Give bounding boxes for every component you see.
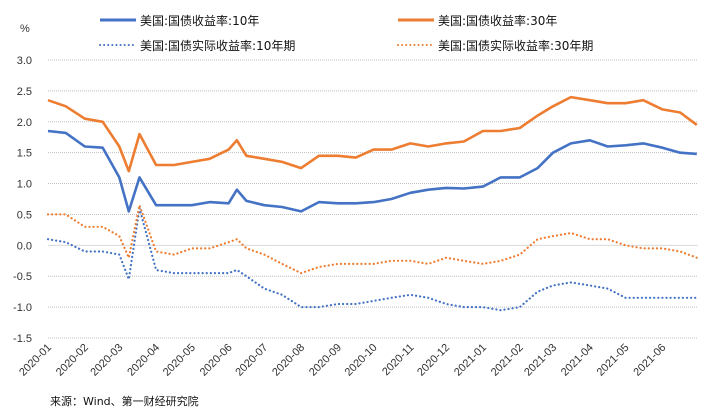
y-tick-label: 0.5 (17, 209, 32, 221)
x-tick-label: 2021-01 (452, 342, 489, 379)
legend-label: 美国:国债收益率:30年 (438, 13, 557, 28)
unit-label: % (20, 23, 30, 35)
legend-label: 美国:国债收益率:10年 (140, 13, 259, 28)
series-line-4 (46, 204, 698, 275)
y-tick-label: -1.5 (13, 333, 32, 345)
legend-label: 美国:国债实际收益率:10年期 (140, 38, 295, 53)
x-tick-label: 2020-10 (343, 342, 380, 379)
y-tick-label: 1.0 (17, 179, 32, 191)
x-tick-label: 2021-06 (631, 342, 668, 379)
x-tick-label: 2020-05 (161, 342, 198, 379)
series-line-3 (46, 207, 698, 312)
x-tick-label: 2020-01 (17, 342, 54, 379)
x-tick-label: 2020-12 (415, 342, 452, 379)
x-tick-label: 2021-02 (489, 342, 526, 379)
x-tick-label: 2020-04 (125, 342, 162, 379)
x-tick-label: 2021-04 (559, 342, 596, 379)
y-tick-label: 1.5 (17, 148, 32, 160)
legend-label: 美国:国债实际收益率:30年期 (438, 38, 593, 53)
x-tick-label: 2020-08 (270, 342, 307, 379)
y-tick-label: -1.0 (13, 302, 32, 314)
y-tick-label: 2.0 (17, 117, 32, 129)
x-tick-label: 2020-09 (307, 342, 344, 379)
y-tick-label: 0.0 (17, 240, 32, 252)
x-tick-label: 2021-03 (522, 342, 559, 379)
y-tick-label: 3.0 (17, 55, 32, 67)
source-note: 来源：Wind、第一财经研究院 (50, 395, 199, 408)
x-tick-label: 2020-11 (380, 342, 416, 378)
x-tick-label: 2020-07 (233, 342, 270, 379)
y-tick-label: 2.5 (17, 86, 32, 98)
series-line-1 (47, 129, 697, 213)
x-tick-label: 2020-02 (54, 342, 91, 379)
y-tick-label: -0.5 (13, 271, 32, 283)
series-line-2 (47, 95, 698, 173)
x-tick-label: 2020-03 (88, 342, 125, 379)
x-tick-label: 2020-06 (198, 342, 235, 379)
x-tick-label: 2021-05 (595, 342, 632, 379)
